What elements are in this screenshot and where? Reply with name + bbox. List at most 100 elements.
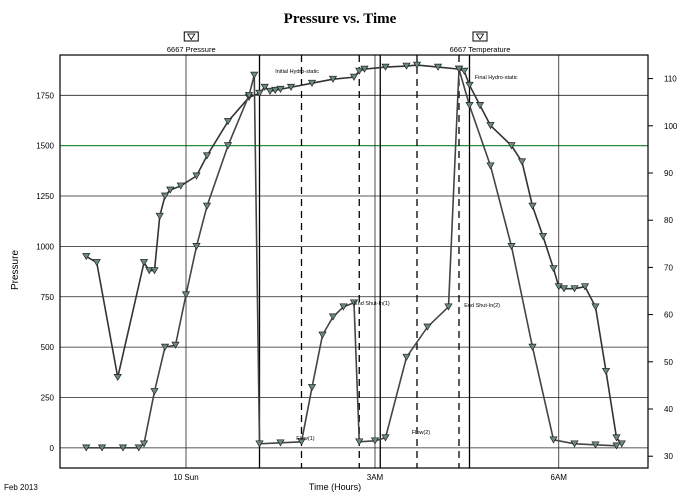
y2-tick-label: 50 [664,358,673,367]
data-point [381,63,390,71]
data-point [181,291,191,299]
data-point [260,83,269,91]
legend-entry: 6667 Pressure [167,45,216,54]
data-point [460,67,469,75]
y2-tick-label: 90 [664,169,673,178]
x-tick-label: 3AM [367,473,384,482]
y-tick-label: 1250 [36,192,54,201]
data-point [150,267,159,275]
data-point [82,253,91,261]
data-point [528,343,537,351]
data-point [570,440,579,448]
data-point [318,331,327,339]
y-tick-label: 1500 [36,142,54,151]
y-axis-label: Pressure [10,250,21,290]
data-point [517,158,527,166]
data-point [349,73,359,81]
data-point [160,343,170,351]
data-point [265,87,275,95]
data-point [444,303,453,311]
data-point [192,243,201,251]
data-point [402,62,411,70]
data-point [591,441,600,449]
data-point [97,444,107,452]
data-point [507,243,516,251]
x-axis-label: Time (Hours) [309,482,361,492]
data-point [223,142,233,150]
data-point [381,434,390,442]
data-point [255,89,264,97]
data-point [465,102,474,110]
data-point [202,202,212,210]
y2-tick-label: 60 [664,311,673,320]
data-point [349,299,359,307]
data-point [339,303,348,311]
y2-tick-label: 110 [664,75,677,84]
data-point [612,442,621,450]
data-point [454,65,464,73]
y-tick-label: 750 [41,293,55,302]
data-point [433,63,443,71]
data-point [113,373,122,382]
data-point [549,436,558,444]
chart-title: Pressure vs. Time [284,11,397,27]
data-point [192,172,201,180]
data-point [223,118,233,126]
data-point [355,438,364,446]
data-point [486,122,495,130]
data-point [171,341,180,349]
data-point [475,102,485,110]
data-point [507,142,516,150]
annotation-label: Flow(2) [412,430,431,436]
x-tick-label: 6AM [551,473,568,482]
data-point [538,232,548,241]
data-point [370,437,380,445]
data-point [139,440,149,448]
legend-marker [475,33,485,41]
date-label: Feb 2013 [4,483,38,492]
data-point [570,285,579,293]
annotation-label: Flow(1) [296,436,315,442]
y2-tick-label: 100 [664,122,678,131]
plot-frame [59,54,649,469]
data-point [328,313,338,321]
data-point [307,79,317,87]
data-point [118,444,128,452]
y2-tick-label: 40 [664,405,673,414]
y2-tick-label: 70 [664,263,673,272]
data-point [612,434,621,442]
data-point [166,186,175,194]
legend-entry: 6667 Temperature [450,45,511,54]
data-point [465,81,474,89]
data-point [176,182,185,190]
x-tick-label: 10 Sun [173,473,198,482]
data-point [276,439,285,447]
data-point [271,86,280,94]
data-point [202,152,212,160]
annotation-label: Final Hydro-static [475,75,518,81]
data-point [328,75,338,83]
data-point [276,85,285,93]
data-point [554,283,563,291]
data-point [402,353,411,361]
data-point [423,323,432,331]
y-tick-label: 1750 [36,91,54,100]
data-point [139,259,149,267]
data-point [155,212,164,220]
data-point [92,259,101,267]
data-point [549,265,558,273]
data-point [134,444,143,452]
data-point [250,71,259,79]
legend-marker [187,33,196,41]
data-point [486,162,495,170]
data-point [307,384,317,392]
data-point [82,444,91,452]
data-point [559,285,569,293]
series-line [86,68,617,449]
data-point [528,202,537,210]
data-point [145,267,154,275]
y-tick-label: 1000 [36,242,54,251]
y-tick-label: 250 [41,393,55,402]
data-point [591,303,600,311]
